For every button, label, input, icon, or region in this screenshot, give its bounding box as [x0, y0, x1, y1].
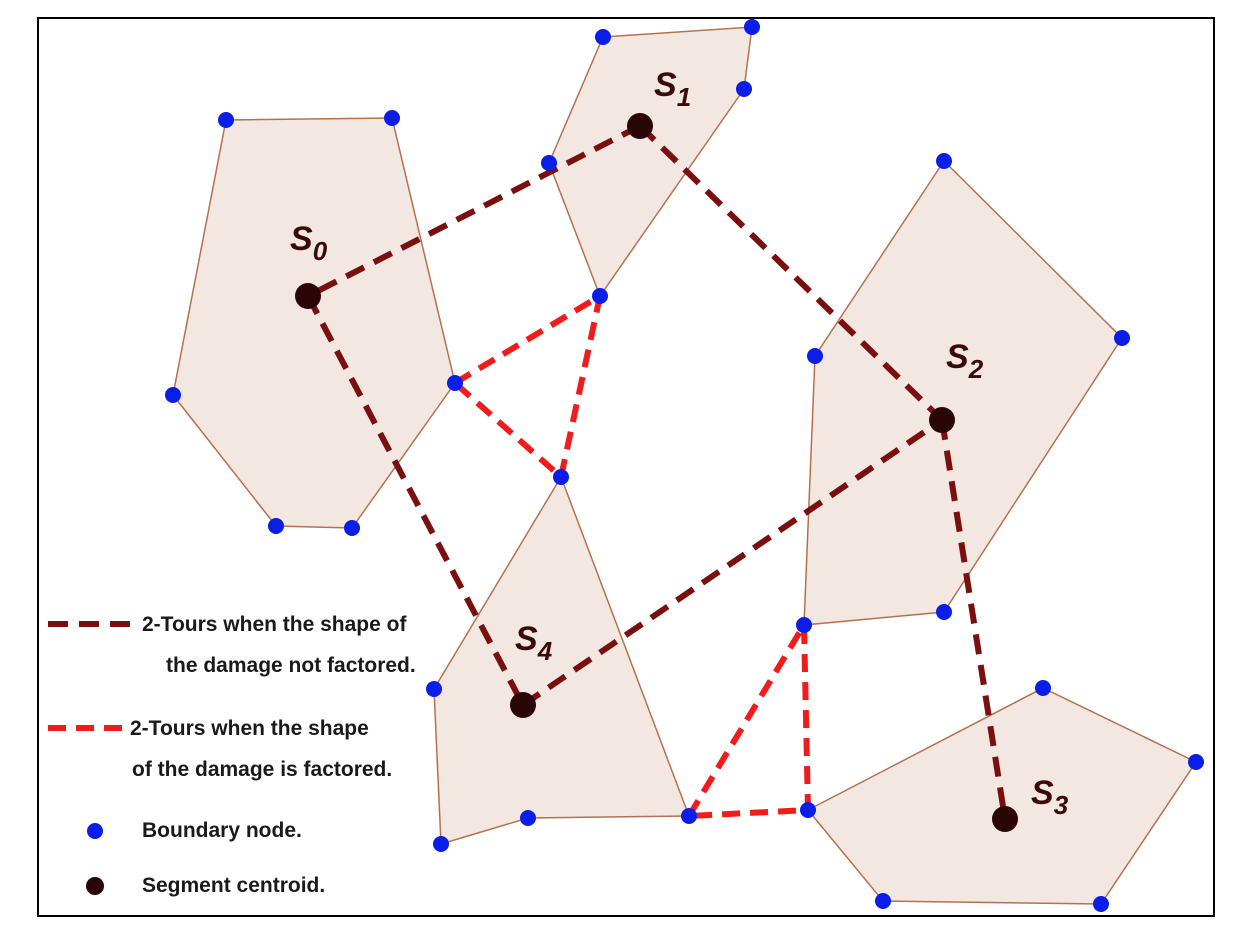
tours-not-factored	[305, 123, 1008, 820]
legend: 2-Tours when the shape of the damage not…	[48, 613, 416, 897]
boundary-node	[800, 802, 816, 818]
segment-s2-polygon	[803, 159, 1123, 626]
label-s2: S2	[946, 338, 984, 384]
legend-label-not-factored-1: 2-Tours when the shape of	[142, 613, 407, 636]
tour-edge-s2-s3	[939, 419, 1008, 820]
boundary-node	[344, 520, 360, 536]
boundary-node	[541, 155, 557, 171]
boundary-node	[447, 375, 463, 391]
label-s4: S4	[515, 620, 553, 666]
segment-s1-polygon	[548, 26, 753, 298]
tour-edge-s1-s0	[306, 123, 642, 299]
tour-edge-s1-s2	[637, 123, 945, 423]
centroid-s4	[510, 692, 536, 718]
legend-label-factored-1: 2-Tours when the shape	[130, 717, 369, 740]
tour-factored-lower	[686, 614, 812, 819]
segment-centroids	[295, 113, 1018, 832]
centroid-s0	[295, 283, 321, 309]
boundary-nodes	[165, 19, 1204, 912]
boundary-node	[807, 348, 823, 364]
boundary-node	[936, 153, 952, 169]
boundary-node	[426, 681, 442, 697]
boundary-node	[520, 810, 536, 826]
legend-label-not-factored-2: the damage not factored.	[166, 654, 416, 677]
boundary-node	[268, 518, 284, 534]
boundary-node	[1188, 754, 1204, 770]
boundary-node	[736, 81, 752, 97]
boundary-node	[165, 387, 181, 403]
tour-factored-upper	[453, 289, 605, 483]
centroid-s2	[929, 407, 955, 433]
legend-label-centroid: Segment centroid.	[142, 874, 325, 897]
boundary-node	[1093, 896, 1109, 912]
centroid-s1	[627, 113, 653, 139]
label-s1: S1	[654, 66, 691, 112]
centroid-s3	[992, 806, 1018, 832]
boundary-node	[936, 604, 952, 620]
legend-label-factored-2: of the damage is factored.	[132, 758, 392, 781]
tours-factored	[453, 289, 812, 819]
boundary-node	[384, 110, 400, 126]
legend-centroid-icon	[86, 877, 104, 895]
boundary-node	[433, 836, 449, 852]
centroid-labels: S0 S1 S2 S3 S4	[290, 66, 1069, 820]
legend-label-boundary-node: Boundary node.	[142, 819, 302, 842]
tour-edge-s4-s2	[521, 417, 944, 708]
boundary-node	[875, 893, 891, 909]
boundary-node	[553, 469, 569, 485]
boundary-node	[1114, 330, 1130, 346]
boundary-node	[218, 112, 234, 128]
boundary-node	[595, 29, 611, 45]
boundary-node	[744, 19, 760, 35]
label-s0: S0	[290, 220, 328, 266]
boundary-node	[681, 808, 697, 824]
boundary-node	[796, 617, 812, 633]
label-s3: S3	[1031, 774, 1069, 820]
legend-boundary-node-icon	[87, 823, 103, 839]
boundary-node	[592, 288, 608, 304]
tour-edge-s0-s4	[305, 294, 526, 707]
segment-s4-polygon	[433, 475, 691, 845]
boundary-node	[1035, 680, 1051, 696]
